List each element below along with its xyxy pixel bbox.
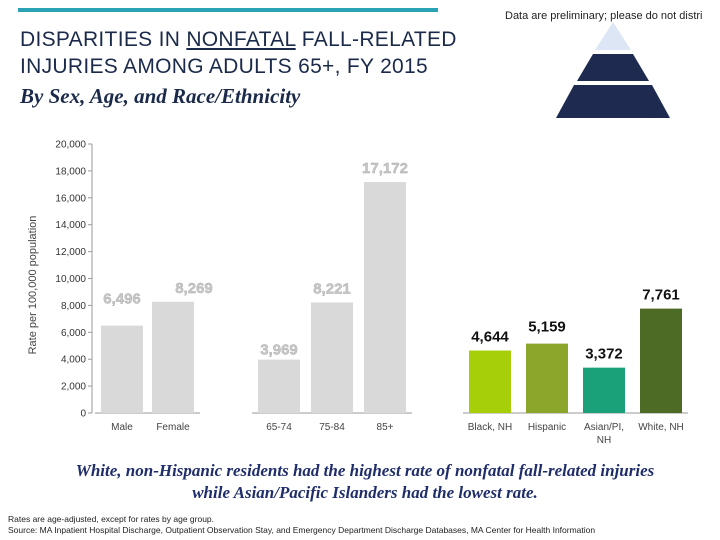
y-tick-label: 12,000	[55, 247, 86, 258]
title-part-1: DISPARITIES IN	[20, 28, 187, 51]
title-line-2: INJURIES AMONG ADULTS 65+, FY 2015	[20, 55, 428, 78]
y-axis-label: Rate per 100,000 population	[27, 216, 39, 355]
category-label: Male	[111, 422, 133, 433]
y-tick-label: 16,000	[55, 193, 86, 204]
bar-85-	[364, 182, 406, 413]
data-label: 3,969	[260, 342, 298, 359]
y-tick-label: 10,000	[55, 274, 86, 285]
page-subtitle: By Sex, Age, and Race/Ethnicity	[20, 84, 301, 108]
title-underlined-word: NONFATAL	[186, 28, 296, 51]
footnote-source: Source: MA Inpatient Hospital Discharge,…	[8, 525, 596, 535]
y-tick-label: 2,000	[61, 382, 86, 393]
y-tick-label: 18,000	[55, 166, 86, 177]
pyramid-tier-middle	[577, 54, 649, 81]
y-tick-label: 20,000	[55, 140, 86, 151]
preliminary-note: Data are preliminary; please do not dist…	[505, 10, 703, 22]
bar-white-nh	[640, 308, 682, 413]
data-label: 4,644	[471, 329, 509, 346]
data-label: 17,172	[362, 160, 408, 177]
category-label: Hispanic	[528, 422, 566, 433]
category-label: Female	[156, 422, 190, 433]
bar-female	[152, 301, 194, 413]
y-tick-label: 8,000	[61, 301, 86, 312]
data-label: 5,159	[528, 319, 566, 336]
category-label: 65-74	[266, 422, 292, 433]
bar-asian-pi-nh	[583, 367, 625, 413]
y-axis: 0 2,000 4,000 6,000 8,000 10,000 12,000 14,000 1…	[55, 140, 93, 420]
y-tick-label: 6,000	[61, 328, 86, 339]
category-label: NH	[597, 435, 611, 446]
y-tick-label: 14,000	[55, 220, 86, 231]
conclusion-text: White, non-Hispanic residents had the hi…	[10, 460, 720, 504]
conclusion-line-2: while Asian/Pacific Islanders had the lo…	[192, 483, 538, 502]
conclusion-line-1: White, non-Hispanic residents had the hi…	[75, 461, 655, 480]
category-label: 85+	[377, 422, 394, 433]
page-title: DISPARITIES IN NONFATAL FALL-RELATED INJ…	[20, 26, 457, 80]
data-label: 7,761	[642, 287, 680, 304]
bar-chart: Rate per 100,000 population 0 2,000 4,000 6…	[27, 140, 688, 446]
data-label: 8,221	[313, 280, 351, 297]
bar-65-74	[258, 359, 300, 413]
title-part-2: FALL-RELATED	[295, 28, 457, 51]
data-label: 3,372	[585, 346, 623, 363]
pyramid-tier-bottom	[556, 85, 670, 118]
category-label: Asian/PI,	[584, 422, 624, 433]
bar-75-84	[311, 302, 353, 413]
accent-bar	[18, 8, 438, 12]
y-tick-label: 0	[80, 409, 86, 420]
bar-hispanic	[526, 343, 568, 413]
bar-male	[101, 325, 143, 413]
bars: 6,496 Male 8,269 Female 3,969 65-74 8,221 75-84…	[95, 160, 688, 446]
footnotes: Rates are age-adjusted, except for rates…	[8, 514, 595, 536]
data-label: 8,269	[175, 280, 213, 297]
bar-black-nh	[469, 350, 511, 413]
category-label: White, NH	[638, 422, 684, 433]
pyramid-icon	[556, 22, 670, 118]
category-label: Black, NH	[468, 422, 512, 433]
data-label: 6,496	[103, 291, 141, 308]
footnote-rates: Rates are age-adjusted, except for rates…	[8, 514, 215, 524]
pyramid-tier-top	[595, 22, 631, 50]
category-label: 75-84	[319, 422, 345, 433]
y-tick-label: 4,000	[61, 355, 86, 366]
